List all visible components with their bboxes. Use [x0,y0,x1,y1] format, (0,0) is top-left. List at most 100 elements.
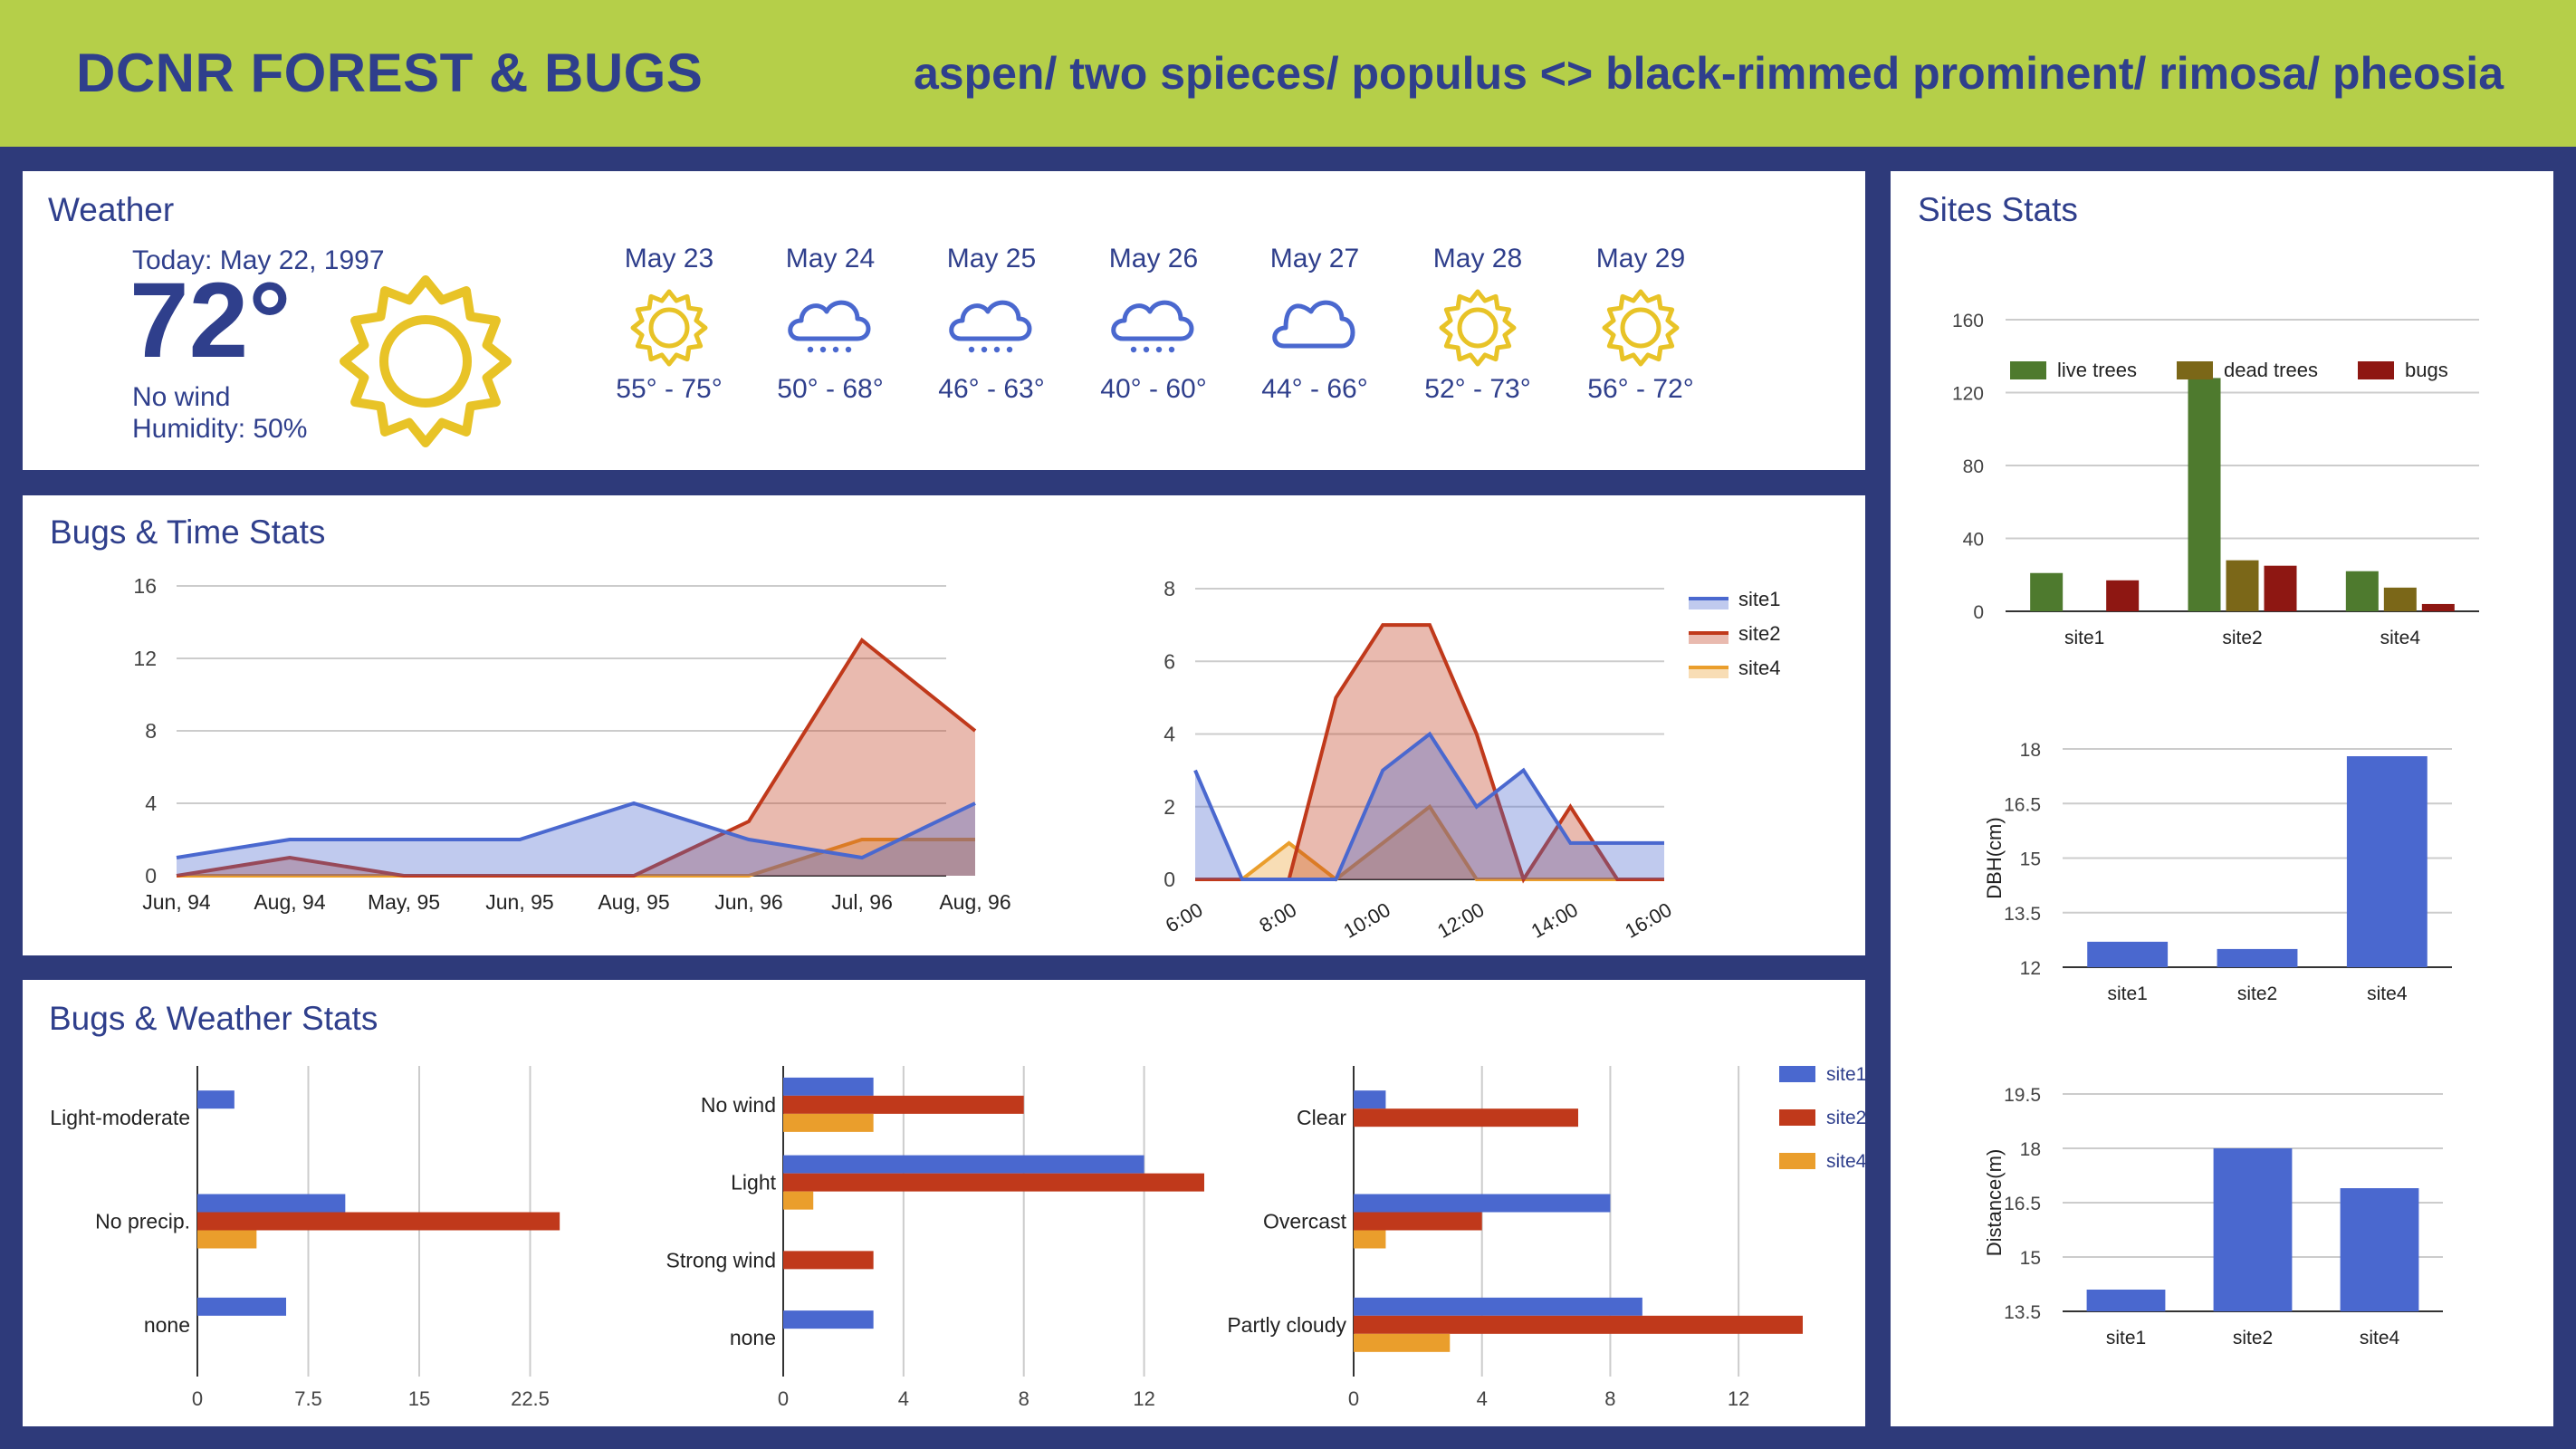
rain-drop [968,346,975,353]
bar-site2 [1354,1108,1578,1128]
category-label: Light [731,1171,776,1195]
sun-rays [1602,289,1680,367]
rain-drop [819,346,827,353]
legend-label: site2 [1826,1108,1865,1128]
bar-dead-trees [2383,587,2417,611]
bar-site1 [1354,1194,1611,1213]
y-tick-label: 8 [1164,577,1175,600]
x-tick-label: 12:00 [1433,898,1488,943]
panel-title: Bugs & Time Stats [50,513,326,551]
bar-site1 [2086,1290,2166,1311]
humidity-status: Humidity: 50% [132,414,308,444]
bar-bugs [2421,603,2455,611]
forecast-date: May 23 [624,244,714,273]
x-tick-label: 10:00 [1340,898,1394,943]
rain-drop [1168,346,1175,353]
forecast-range: 40° - 60° [1100,374,1207,404]
y-tick-label: 40 [1963,530,1984,551]
legend-label: site4 [1826,1151,1865,1172]
x-tick-label: site4 [2380,628,2421,648]
bugs-weather-panel: Bugs & Weather Stats 0 7.5 15 22.5 Light-mod… [23,980,1865,1426]
legend-swatch [1779,1066,1815,1082]
bar-site1 [197,1194,346,1213]
y-tick-label: 12 [133,647,157,670]
species-subtitle: aspen/ two spieces/ populus <> black-rim… [913,48,2504,99]
forecast-date: May 29 [1595,244,1686,273]
bugs-by-precip-chart: 0 7.5 15 22.5 Light-moderate No precip. none [50,1066,560,1410]
x-tick-label: 8 [1019,1387,1029,1410]
y-tick-label: 160 [1952,311,1984,331]
y-tick-label: 15 [2020,849,2041,870]
bar-site4 [2340,1188,2419,1311]
x-tick-label: 0 [1348,1387,1359,1410]
rain-drop [1155,346,1163,353]
rain-cloud-icon [788,300,871,353]
category-label: No precip. [95,1210,190,1233]
forecast-date: May 28 [1432,244,1523,273]
y-tick-label: 80 [1963,456,1984,477]
x-tick-label: site2 [2222,628,2262,648]
y-tick-label: 4 [145,792,157,815]
bar-site2 [1354,1212,1482,1231]
forecast-day: May 26 40° - 60° [1063,244,1244,425]
series-area-site1 [177,803,975,876]
x-tick-label: May, 95 [368,890,440,914]
trees-bugs-per-site-chart: 0 40 80 120 160 site1 site2 site4 live trees dead… [1952,311,2479,648]
category-label: Clear [1297,1106,1346,1129]
sun-core [379,315,472,408]
sun-icon [1602,289,1680,367]
y-tick-label: 2 [1164,795,1175,819]
forecast-date: May 27 [1269,244,1360,273]
series-line-site4 [1195,803,1664,882]
bar-site1 [197,1090,235,1109]
x-tick-label: site1 [2106,1328,2146,1348]
series-line-site1 [1193,731,1664,881]
today-date: Today: May 22, 1997 [132,245,385,275]
legend-swatch [1689,667,1729,678]
legend-swatch [1689,633,1729,644]
bar-live-trees [2030,572,2064,611]
dbh-per-site-chart: 12 13.5 15 16.5 18 DBH(cm) site1 site2 site4 [1983,740,2452,1004]
weather-panel: Weather Today: May 22, 1997 72° No wind … [23,171,1865,470]
x-tick-label: Aug, 96 [939,890,1010,914]
bar-dead-trees [2226,560,2259,611]
category-label: Strong wind [666,1248,776,1271]
x-tick-label: site1 [2107,984,2147,1004]
x-tick-label: 14:00 [1527,898,1582,943]
legend-label: site2 [1738,622,1780,645]
y-tick-label: 16.5 [2004,1194,2041,1214]
forecast-date: May 26 [1108,244,1199,273]
x-tick-label: 15 [408,1387,430,1410]
bar-site1 [2087,941,2169,967]
y-tick-label: 6 [1164,649,1175,673]
series-line-site1 [176,801,976,860]
forecast-day: May 29 56° - 72° [1550,244,1731,425]
sun-rays [630,289,708,367]
x-tick-label: 6:00 [1162,898,1207,937]
x-tick-label: 8 [1604,1387,1615,1410]
x-tick-label: 4 [898,1387,909,1410]
forecast-date: May 25 [946,244,1037,273]
forecast-range: 55° - 75° [616,374,723,404]
legend-swatch [1779,1153,1815,1169]
sun-core [1620,307,1661,349]
series-line-site2 [176,638,977,878]
legend-swatch [2177,361,2213,379]
x-tick-label: site4 [2367,984,2408,1004]
cloud-shape [1272,300,1355,349]
y-tick-label: 4 [1164,723,1175,746]
bar-site1 [783,1310,874,1329]
sun-icon [1439,289,1517,367]
rain-drop [1006,346,1013,353]
bugs-by-wind-chart: 0 4 8 12 No wind Light Strong wind none [666,1066,1204,1410]
current-temperature: 72° [129,261,292,380]
bugs-by-hour-chart: 0 2 4 6 8 site1 site2 site4 6:00 8:00 10:00 12:00 14… [1162,577,1781,943]
x-tick-label: 0 [192,1387,203,1410]
forecast-range: 44° - 66° [1261,374,1368,404]
bar-site2 [1354,1315,1803,1334]
y-tick-label: 8 [145,719,157,743]
header-bar: DCNR FOREST & BUGS aspen/ two spieces/ p… [0,0,2576,147]
y-tick-label: 18 [2020,1139,2041,1160]
bar-site4 [783,1191,814,1210]
x-tick-label: Aug, 95 [598,890,669,914]
